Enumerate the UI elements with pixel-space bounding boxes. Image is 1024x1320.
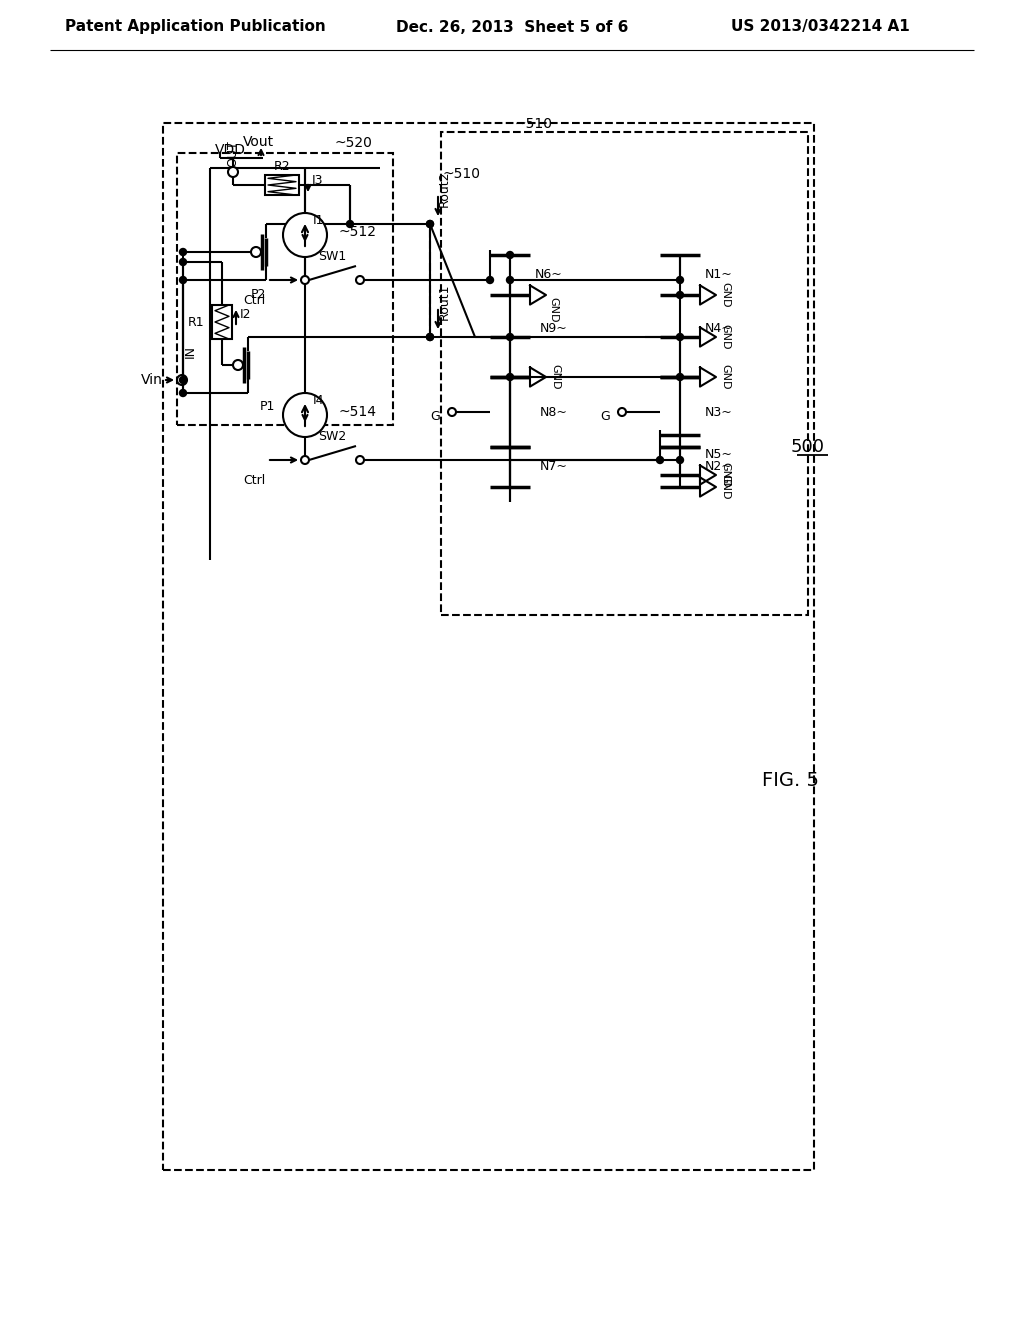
Bar (163, 123, 814, 1170)
Text: GND: GND (720, 364, 730, 389)
Text: P1: P1 (260, 400, 275, 413)
Circle shape (507, 276, 513, 284)
Text: P2: P2 (250, 288, 265, 301)
Text: Vin: Vin (141, 374, 163, 387)
Text: GND: GND (720, 474, 730, 500)
Circle shape (283, 393, 327, 437)
Circle shape (179, 376, 186, 384)
Text: IN: IN (183, 345, 197, 358)
Circle shape (228, 168, 238, 177)
Circle shape (179, 389, 186, 396)
Text: Dec. 26, 2013  Sheet 5 of 6: Dec. 26, 2013 Sheet 5 of 6 (396, 20, 628, 34)
Text: ~512: ~512 (338, 224, 376, 239)
Circle shape (507, 374, 513, 380)
Bar (441, 132, 808, 615)
Text: R1: R1 (187, 315, 204, 329)
Circle shape (427, 334, 433, 341)
Text: Vout: Vout (243, 135, 274, 149)
Circle shape (179, 259, 186, 265)
Circle shape (677, 292, 683, 298)
Circle shape (283, 213, 327, 257)
Circle shape (356, 276, 364, 284)
Circle shape (677, 457, 683, 463)
Bar (212, 305, 232, 339)
Circle shape (677, 334, 683, 341)
Text: N7~: N7~ (540, 461, 568, 474)
Circle shape (301, 276, 309, 284)
Text: Patent Application Publication: Patent Application Publication (65, 20, 326, 34)
Text: I4: I4 (313, 393, 325, 407)
Text: N6~: N6~ (535, 268, 563, 281)
Circle shape (677, 374, 683, 380)
Circle shape (233, 360, 243, 370)
Text: I2: I2 (240, 308, 252, 321)
Circle shape (507, 334, 513, 341)
Text: GND: GND (720, 282, 730, 308)
Text: N5~: N5~ (705, 449, 733, 462)
Circle shape (486, 276, 494, 284)
Text: I1: I1 (313, 214, 325, 227)
Text: VDD: VDD (214, 143, 246, 157)
Circle shape (427, 220, 433, 227)
Text: FIG. 5: FIG. 5 (762, 771, 818, 789)
Text: 500: 500 (791, 438, 825, 455)
Text: Ctrl: Ctrl (243, 474, 265, 487)
Text: GND: GND (720, 462, 730, 488)
Text: N3~: N3~ (705, 405, 733, 418)
Text: US 2013/0342214 A1: US 2013/0342214 A1 (731, 20, 909, 34)
Text: GND: GND (550, 364, 560, 389)
Circle shape (179, 276, 186, 284)
Text: N8~: N8~ (540, 405, 568, 418)
Bar (265, 176, 299, 195)
Text: GND: GND (720, 325, 730, 350)
Text: G: G (430, 411, 440, 424)
Circle shape (251, 247, 261, 257)
Text: N1~: N1~ (705, 268, 733, 281)
Circle shape (179, 248, 186, 256)
Circle shape (427, 220, 433, 227)
Text: G: G (600, 411, 610, 424)
Text: I3: I3 (312, 173, 324, 186)
Text: Rout2: Rout2 (438, 170, 451, 207)
Circle shape (656, 457, 664, 463)
Circle shape (618, 408, 626, 416)
Text: SW2: SW2 (317, 429, 346, 442)
Circle shape (177, 375, 187, 385)
Bar (177, 153, 393, 425)
Text: N9~: N9~ (540, 322, 567, 335)
Circle shape (449, 408, 456, 416)
Text: ~510: ~510 (442, 168, 480, 181)
Text: R2: R2 (273, 161, 291, 173)
Circle shape (346, 220, 353, 227)
Text: GND: GND (548, 297, 558, 323)
Text: SW1: SW1 (317, 249, 346, 263)
Text: N4~: N4~ (705, 322, 733, 335)
Text: N2~: N2~ (705, 461, 733, 474)
Circle shape (677, 276, 683, 284)
Text: OUT: OUT (226, 141, 240, 168)
Circle shape (427, 334, 433, 341)
Text: Ctrl: Ctrl (243, 293, 265, 306)
Text: ~510: ~510 (514, 117, 552, 131)
Text: ~514: ~514 (338, 405, 376, 418)
Text: ~520: ~520 (334, 136, 372, 150)
Circle shape (507, 252, 513, 259)
Text: Rout1: Rout1 (438, 284, 451, 321)
Circle shape (301, 455, 309, 465)
Circle shape (356, 455, 364, 465)
